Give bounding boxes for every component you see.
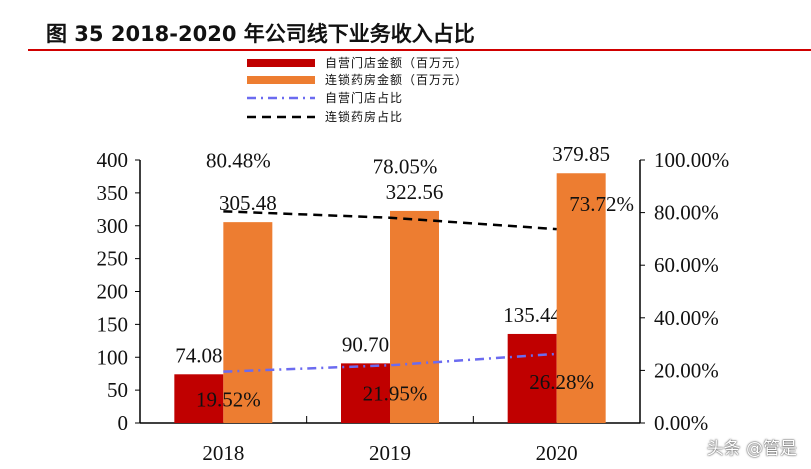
watermark: 头条 @管是 <box>706 439 797 459</box>
line-data-label: 73.72% <box>569 192 634 216</box>
y2-tick-label: 0.00% <box>654 411 708 435</box>
y2-tick-label: 80.00% <box>654 201 719 225</box>
bar-self-store <box>507 333 557 423</box>
bar-chain-pharmacy <box>390 210 439 423</box>
y-tick-label: 100 <box>97 345 129 369</box>
line-self-store-share <box>223 352 557 373</box>
y-tick-label: 250 <box>97 247 129 271</box>
line-chain-share <box>223 210 557 231</box>
line-data-label: 19.52% <box>196 388 261 412</box>
bar-data-label: 322.56 <box>386 180 444 204</box>
line-data-label: 78.05% <box>373 155 438 179</box>
legend-label-0: 自营门店金额（百万元） <box>325 55 468 70</box>
bar-chain-pharmacy <box>556 173 606 423</box>
bar-data-label: 74.08 <box>175 343 222 367</box>
line-data-label: 80.48% <box>206 148 271 172</box>
bar-data-label: 135.44 <box>503 303 561 327</box>
y2-tick-label: 40.00% <box>654 306 719 330</box>
x-tick-label: 2018 <box>202 441 244 465</box>
bar-self-store <box>341 363 390 423</box>
bar-chain-pharmacy <box>223 222 273 423</box>
x-tick-label: 2020 <box>536 441 578 465</box>
y-tick-label: 350 <box>97 181 129 205</box>
bar-data-label: 90.70 <box>342 332 389 356</box>
y-tick-label: 300 <box>97 214 129 238</box>
y-tick-label: 150 <box>97 312 129 336</box>
y-tick-label: 0 <box>118 411 129 435</box>
legend-label-2: 自营门店占比 <box>325 90 403 105</box>
line-data-label: 26.28% <box>529 370 594 394</box>
legend-label-3: 连锁药房占比 <box>325 109 403 124</box>
y-tick-label: 400 <box>97 148 129 172</box>
y-tick-label: 50 <box>107 378 128 402</box>
legend-swatch-1 <box>247 76 315 84</box>
legend-label-1: 连锁药房金额（百万元） <box>325 72 468 87</box>
title-underline <box>28 49 811 51</box>
chart-title: 图 35 2018-2020 年公司线下业务收入占比 <box>46 22 475 46</box>
y2-tick-label: 20.00% <box>654 358 719 382</box>
bar-self-store <box>174 374 224 423</box>
x-tick-label: 2019 <box>369 441 411 465</box>
y2-tick-label: 100.00% <box>654 148 729 172</box>
y-tick-label: 200 <box>97 280 129 304</box>
legend-swatch-0 <box>247 59 315 67</box>
y2-tick-label: 60.00% <box>654 253 719 277</box>
bar-data-label: 379.85 <box>552 142 610 166</box>
line-data-label: 21.95% <box>363 381 428 405</box>
